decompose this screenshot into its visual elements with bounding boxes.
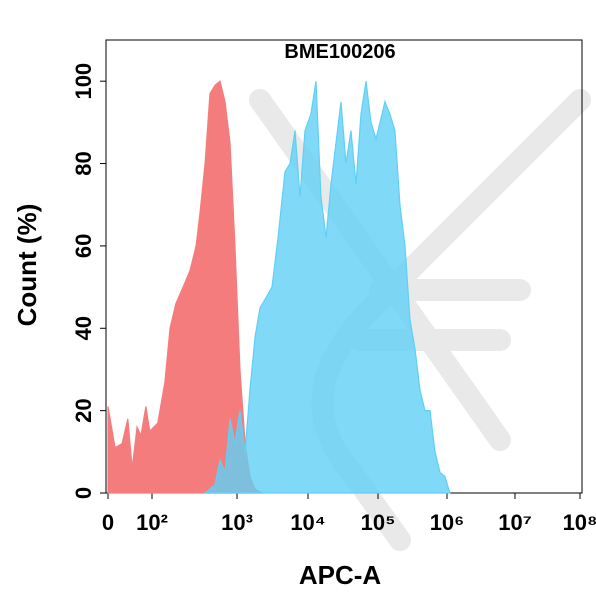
- x-tick-label: 10²: [136, 510, 168, 535]
- y-tick-label: 100: [71, 63, 96, 100]
- histogram-area: [107, 80, 265, 494]
- x-tick-label: 10⁷: [498, 510, 532, 535]
- x-tick-label: 10⁸: [563, 510, 596, 535]
- x-axis-label: APC-A: [299, 560, 382, 590]
- histogram-area: [203, 81, 451, 494]
- x-tick-label: 10³: [221, 510, 253, 535]
- chart-title: BME100206: [284, 41, 395, 63]
- x-tick-label: 10⁶: [430, 510, 465, 535]
- y-tick-label: 0: [71, 487, 96, 499]
- x-tick-label: 0: [102, 510, 114, 535]
- y-tick-label: 60: [71, 234, 96, 258]
- x-tick-label: 10⁵: [361, 510, 396, 535]
- y-tick-label: 80: [71, 151, 96, 175]
- y-axis-label: Count (%): [12, 204, 42, 327]
- x-tick-label: 10⁴: [290, 510, 325, 535]
- y-tick-label: 20: [71, 398, 96, 422]
- y-tick-label: 40: [71, 316, 96, 340]
